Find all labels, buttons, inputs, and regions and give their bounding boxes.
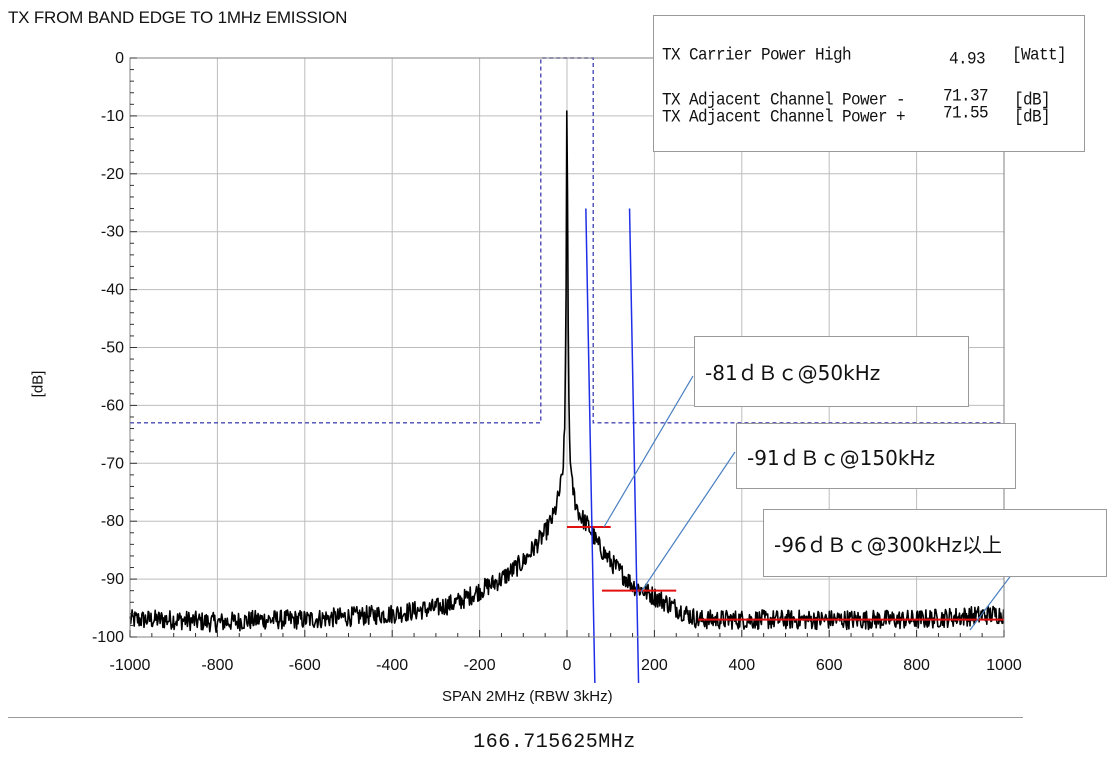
y-tick-label: -90: [101, 571, 124, 588]
adjacent-minus-unit: [dB]: [1014, 90, 1051, 110]
x-tick-label: -800: [201, 657, 233, 674]
y-tick-label: -70: [101, 455, 124, 472]
marker-line: [585, 208, 596, 684]
x-tick-label: 1000: [986, 657, 1022, 674]
y-tick-label: -40: [101, 282, 124, 299]
adjacent-plus-value: 71.55: [943, 103, 989, 123]
annotation-300khz: -96ｄＢｃ@300kHz以上: [763, 509, 1107, 577]
x-tick-label: -200: [464, 657, 496, 674]
measurement-info-box: TX Carrier Power High 4.93 [Watt] TX Adj…: [653, 15, 1085, 152]
chart-title: TX FROM BAND EDGE TO 1MHz EMISSION: [8, 8, 348, 27]
carrier-power-value: 4.93: [949, 49, 986, 69]
y-axis-label: [dB]: [29, 370, 47, 398]
x-tick-label: 800: [903, 657, 930, 674]
adjacent-plus-unit: [dB]: [1014, 107, 1051, 127]
x-tick-label: -400: [376, 657, 408, 674]
y-tick-label: -80: [101, 513, 124, 530]
y-tick-label: -50: [101, 340, 124, 357]
x-tick-label: 200: [641, 657, 668, 674]
marker-line: [628, 208, 640, 684]
x-tick-label: 0: [563, 657, 572, 674]
y-tick-label: -60: [101, 397, 124, 414]
adjacent-minus-label: TX Adjacent Channel Power -: [662, 90, 906, 110]
bottom-divider: [8, 717, 1023, 718]
carrier-power-unit: [Watt]: [1012, 45, 1067, 65]
annotation-50khz: -81ｄＢｃ@50kHz: [694, 336, 969, 407]
y-tick-label: 0: [115, 50, 124, 67]
annotation-leader-line: [603, 375, 694, 528]
adjacent-plus-label: TX Adjacent Channel Power +: [662, 107, 906, 127]
x-tick-label: 600: [816, 657, 843, 674]
y-tick-label: -30: [101, 224, 124, 241]
x-tick-label: 400: [728, 657, 755, 674]
adjacent-minus-value: 71.37: [943, 86, 989, 106]
y-tick-label: -20: [101, 166, 124, 183]
y-tick-label: -100: [92, 629, 124, 646]
spectrum-trace: [129, 110, 1005, 634]
annotation-leader-line: [640, 451, 736, 593]
x-tick-label: -1000: [110, 657, 151, 674]
carrier-power-label: TX Carrier Power High: [662, 45, 852, 65]
x-axis-label: SPAN 2MHz (RBW 3kHz): [442, 688, 613, 705]
annotation-150khz: -91ｄＢｃ@150kHz: [736, 423, 1016, 489]
x-tick-label: -600: [289, 657, 321, 674]
center-frequency-label: 166.715625MHz: [473, 731, 636, 754]
y-tick-label: -10: [101, 108, 124, 125]
